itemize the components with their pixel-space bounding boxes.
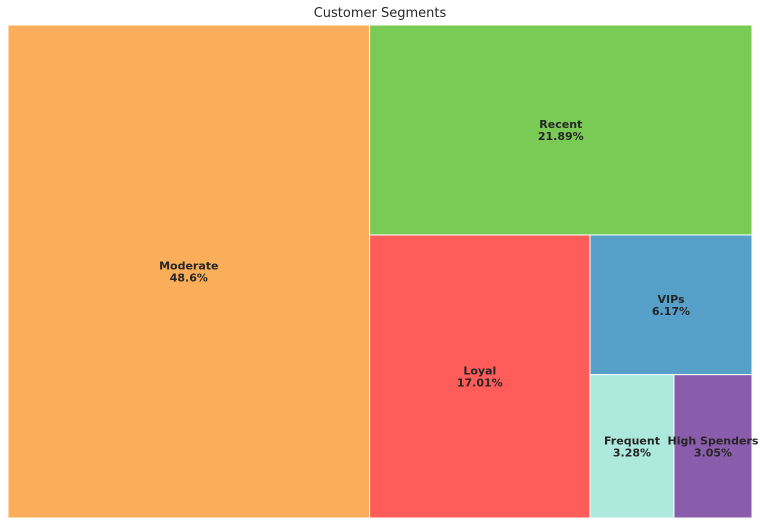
treemap-tile-value-label: 48.6% <box>170 272 208 285</box>
treemap-tile-value-label: 17.01% <box>457 376 503 389</box>
treemap-tile-name: Loyal <box>463 364 496 377</box>
treemap-tile-rect <box>369 234 591 519</box>
treemap-tile-rect <box>673 374 753 519</box>
treemap-tile-name: VIPs <box>657 293 684 306</box>
treemap-tile-rect <box>369 24 753 236</box>
treemap-tile-rect <box>589 374 675 519</box>
treemap-tile-name: Moderate <box>159 260 218 273</box>
treemap-tile-value-label: 3.05% <box>694 446 732 459</box>
treemap-tile-value-label: 3.28% <box>613 446 651 459</box>
treemap-tile-name: High Spenders <box>668 434 759 447</box>
treemap-tile-rect <box>589 234 753 376</box>
treemap-tile-name: Recent <box>539 118 582 131</box>
treemap-tile-name: Frequent <box>604 434 660 447</box>
chart-title: Customer Segments <box>313 6 447 21</box>
treemap-tile-value-label: 21.89% <box>538 130 584 143</box>
treemap-tile-value-label: 6.17% <box>652 305 690 318</box>
